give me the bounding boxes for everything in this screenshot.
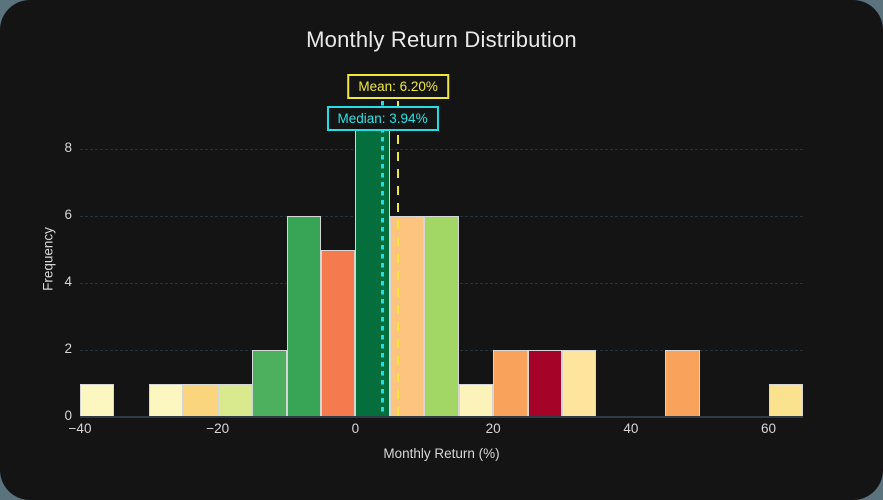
median-annotation: Median: 3.94% xyxy=(326,106,439,131)
x-tick-label: −40 xyxy=(68,421,92,436)
histogram-bar xyxy=(183,383,218,417)
histogram-bar xyxy=(665,350,700,417)
x-axis-line xyxy=(80,416,803,418)
histogram-bar xyxy=(148,383,184,417)
histogram-bar xyxy=(80,383,115,417)
x-tick-label: −20 xyxy=(206,421,230,436)
x-tick-label: 20 xyxy=(485,421,501,436)
chart-title: Monthly Return Distribution xyxy=(306,27,577,52)
histogram-bar xyxy=(286,216,321,417)
x-tick-label: 60 xyxy=(761,421,777,436)
x-axis-label: Monthly Return (%) xyxy=(383,446,500,461)
histogram-bar xyxy=(768,383,803,417)
histogram-bar xyxy=(458,383,494,417)
median-annotation-label: Median: 3.94% xyxy=(337,111,428,126)
mean-line xyxy=(396,101,400,417)
histogram-bar xyxy=(217,383,253,417)
y-tick-label: 0 xyxy=(64,408,72,423)
mean-annotation-label: Mean: 6.20% xyxy=(358,79,438,94)
x-tick-label: 40 xyxy=(623,421,639,436)
x-tick-label: 0 xyxy=(351,421,360,436)
gridline xyxy=(80,149,803,151)
histogram-bar xyxy=(355,116,390,417)
y-tick-label: 2 xyxy=(64,341,72,357)
mean-annotation: Mean: 6.20% xyxy=(347,74,449,99)
histogram-bar xyxy=(562,350,597,417)
median-line xyxy=(380,101,385,417)
histogram-bar xyxy=(424,216,459,417)
histogram-bar xyxy=(527,350,562,417)
plot-area xyxy=(80,101,803,417)
y-tick-label: 4 xyxy=(64,274,72,290)
histogram-bar xyxy=(493,350,528,417)
histogram-bar xyxy=(389,216,425,417)
y-tick-label: 6 xyxy=(64,207,72,223)
histogram-bar xyxy=(321,249,356,417)
y-tick-label: 8 xyxy=(64,140,72,156)
histogram-bar xyxy=(252,350,287,417)
